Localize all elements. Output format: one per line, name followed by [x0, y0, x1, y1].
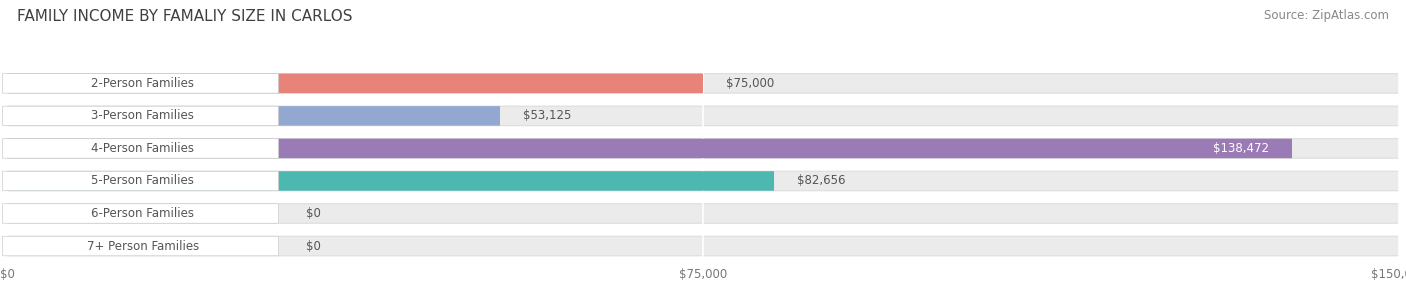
Text: $0: $0	[307, 207, 321, 220]
FancyBboxPatch shape	[7, 139, 1292, 158]
FancyBboxPatch shape	[7, 106, 1399, 126]
Text: 5-Person Families: 5-Person Families	[91, 174, 194, 188]
FancyBboxPatch shape	[3, 74, 278, 93]
Text: 2-Person Families: 2-Person Families	[91, 77, 194, 90]
FancyBboxPatch shape	[7, 106, 501, 126]
FancyBboxPatch shape	[3, 139, 278, 158]
FancyBboxPatch shape	[7, 171, 1399, 191]
FancyBboxPatch shape	[7, 236, 1399, 256]
Text: $75,000: $75,000	[727, 77, 775, 90]
Text: FAMILY INCOME BY FAMALIY SIZE IN CARLOS: FAMILY INCOME BY FAMALIY SIZE IN CARLOS	[17, 9, 353, 24]
FancyBboxPatch shape	[3, 106, 278, 126]
FancyBboxPatch shape	[3, 236, 278, 256]
FancyBboxPatch shape	[3, 171, 278, 191]
Text: $82,656: $82,656	[797, 174, 846, 188]
Text: $138,472: $138,472	[1213, 142, 1268, 155]
Text: $0: $0	[307, 239, 321, 253]
FancyBboxPatch shape	[7, 74, 1399, 93]
Text: 7+ Person Families: 7+ Person Families	[87, 239, 198, 253]
Text: 3-Person Families: 3-Person Families	[91, 109, 194, 122]
FancyBboxPatch shape	[7, 171, 775, 191]
Text: 4-Person Families: 4-Person Families	[91, 142, 194, 155]
FancyBboxPatch shape	[3, 204, 278, 223]
Text: Source: ZipAtlas.com: Source: ZipAtlas.com	[1264, 9, 1389, 22]
Text: $53,125: $53,125	[523, 109, 572, 122]
FancyBboxPatch shape	[7, 204, 1399, 223]
FancyBboxPatch shape	[7, 74, 703, 93]
FancyBboxPatch shape	[7, 139, 1399, 158]
Text: 6-Person Families: 6-Person Families	[91, 207, 194, 220]
